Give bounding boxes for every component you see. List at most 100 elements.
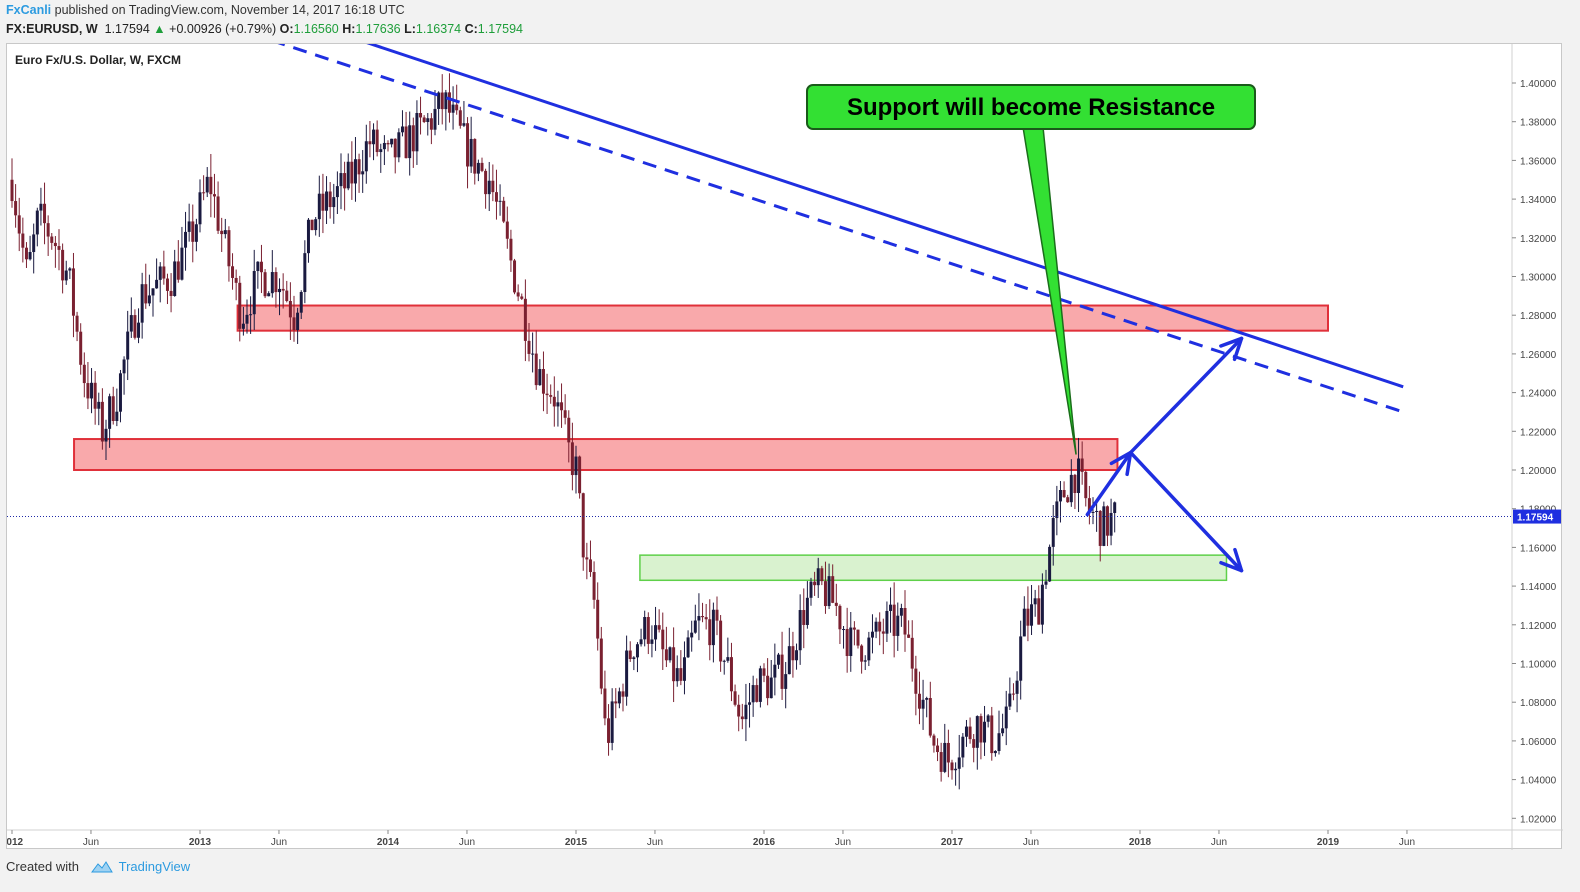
candle-body — [437, 92, 441, 109]
candle-body — [1015, 680, 1019, 694]
candle-body — [140, 284, 144, 323]
candle-body — [176, 261, 180, 280]
candle-body — [1019, 636, 1023, 681]
candle-body — [1004, 706, 1008, 729]
candle-body — [650, 639, 654, 644]
candle-body — [729, 657, 733, 692]
chart-panel[interactable]: Support will become Resistance Euro Fx/U.… — [6, 43, 1563, 850]
candle-body — [147, 295, 151, 304]
candle-body — [646, 617, 650, 644]
last-price-badge — [1513, 509, 1561, 524]
candle-body — [162, 266, 166, 279]
candle-body — [690, 632, 694, 638]
candle-body — [212, 194, 216, 197]
candle-body — [932, 735, 936, 746]
candle-body — [111, 396, 115, 421]
candle-body — [621, 691, 625, 697]
price-chart[interactable]: Support will become Resistance Euro Fx/U.… — [7, 44, 1563, 850]
candle-body — [35, 210, 39, 235]
candle-body — [979, 716, 983, 743]
y-tick-label: 1.14000 — [1520, 582, 1557, 593]
projection-arrow — [1128, 450, 1244, 573]
candle-body — [776, 654, 780, 665]
candle-body — [82, 364, 86, 384]
candle-body — [303, 253, 307, 293]
candle-body — [429, 118, 433, 130]
candle-body — [314, 219, 318, 231]
candle-body — [332, 197, 336, 208]
candle-body — [588, 559, 592, 573]
candle-body — [328, 191, 332, 208]
candle-body — [892, 604, 896, 636]
candle-body — [1102, 506, 1106, 546]
y-tick-label: 1.08000 — [1520, 698, 1557, 709]
candle-body — [361, 171, 365, 175]
candle-body — [773, 664, 777, 678]
candle-body — [625, 650, 629, 697]
candle-body — [520, 296, 524, 299]
candle-body — [502, 200, 506, 222]
candle-body — [281, 288, 285, 291]
candle-body — [104, 428, 108, 442]
projection-arrow — [1085, 450, 1133, 517]
candle-body — [643, 617, 647, 640]
x-tick-label: 2017 — [941, 837, 964, 848]
candle-body — [1066, 497, 1070, 503]
candle-body — [1011, 693, 1015, 695]
candle-body — [889, 604, 893, 611]
candle-body — [675, 668, 679, 682]
author-name[interactable]: FxCanli — [6, 3, 52, 17]
candle-body — [476, 162, 480, 174]
candle-body — [509, 238, 513, 261]
x-tick-label: 2014 — [377, 837, 400, 848]
candle-body — [704, 617, 708, 620]
candle-body — [852, 627, 856, 630]
candle-body — [400, 126, 404, 133]
candle-body — [740, 716, 744, 720]
x-tick-label: Jun — [835, 837, 851, 848]
candle-body — [285, 290, 289, 301]
candle-body — [382, 142, 386, 150]
candle-body — [1080, 458, 1084, 472]
candle-body — [842, 629, 846, 631]
candle-body — [50, 236, 54, 243]
candle-body — [570, 442, 574, 476]
candle-body — [288, 300, 292, 318]
x-tick-label: Jun — [459, 837, 475, 848]
candle-body — [791, 646, 795, 661]
candle-body — [61, 249, 65, 281]
candle-body — [719, 620, 723, 662]
candle-body — [748, 702, 752, 705]
candle-body — [737, 704, 741, 717]
candle-body — [86, 383, 90, 399]
candle-body — [158, 266, 162, 280]
candle-body — [458, 110, 462, 126]
candle-body — [357, 159, 361, 175]
candle-body — [68, 268, 72, 271]
candle-body — [607, 718, 611, 743]
x-tick-label: 2013 — [189, 837, 212, 848]
resistance-zone — [73, 438, 1119, 472]
y-tick-label: 1.24000 — [1520, 389, 1557, 400]
candle-body — [155, 279, 159, 289]
candle-body — [379, 149, 383, 153]
candle-body — [100, 401, 104, 442]
candle-body — [408, 125, 412, 159]
candle-body — [950, 762, 954, 771]
tradingview-link[interactable]: TradingView — [118, 859, 191, 874]
candle-body — [1033, 598, 1037, 605]
candle-body — [603, 688, 607, 719]
arrow-head — [1219, 547, 1244, 573]
candle-body — [766, 675, 770, 699]
low-label: L: — [404, 22, 416, 36]
high-value: 1.17636 — [355, 22, 401, 36]
candle-body — [1058, 490, 1062, 502]
candle-body — [227, 230, 231, 267]
resistance-zone — [236, 304, 1330, 332]
candle-body — [498, 200, 502, 202]
y-tick-label: 1.22000 — [1520, 427, 1557, 438]
support-zone — [639, 554, 1228, 582]
candle-body — [560, 402, 564, 411]
candle-body — [252, 271, 256, 315]
x-tick-label: Jun — [1399, 837, 1415, 848]
